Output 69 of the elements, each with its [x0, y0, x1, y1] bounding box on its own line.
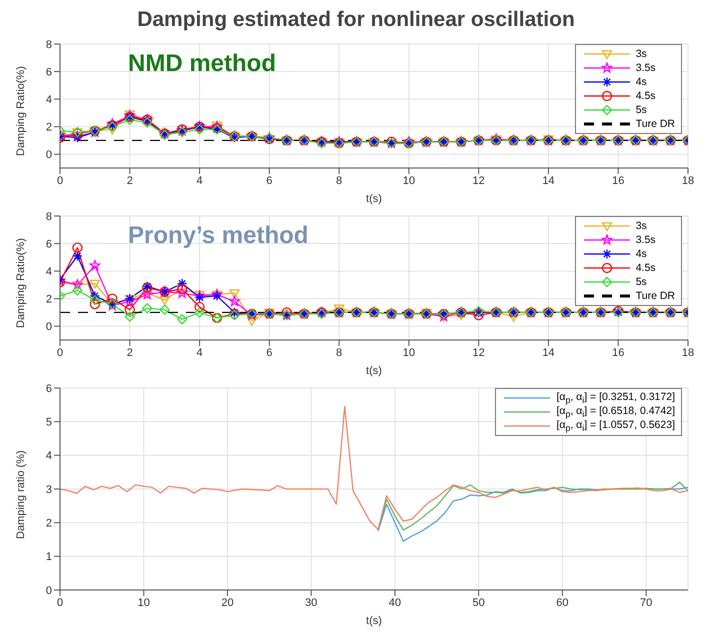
x-tick-label: 60 [556, 596, 569, 609]
x-tick-label: 14 [542, 346, 555, 359]
legend-label: 5s [636, 104, 647, 116]
x-tick-label: 18 [682, 346, 694, 359]
x-tick-label: 18 [682, 174, 694, 187]
y-tick-label: 3 [46, 484, 52, 496]
legend-label: 4.5s [636, 262, 656, 274]
legend-label: 5s [636, 276, 647, 288]
x-tick-label: 6 [266, 346, 272, 359]
x-tick-label: 40 [388, 596, 402, 609]
x-tick-label: 0 [56, 596, 64, 609]
y-tick-label: 2 [46, 294, 52, 306]
x-tick-label: 10 [402, 174, 416, 187]
x-tick-label: 4 [196, 174, 203, 187]
y-axis-title: Damping Ratio(%) [14, 66, 27, 156]
x-axis-title: t(s) [366, 615, 382, 627]
x-tick-label: 4 [196, 346, 203, 359]
legend-label: 4s [636, 76, 647, 88]
y-tick-label: 6 [46, 238, 52, 250]
y-axis-title: Damping Ratio(%) [14, 238, 27, 328]
y-tick-label: 0 [46, 584, 52, 597]
annotation: NMD method [128, 50, 276, 78]
legend-label: 4.5s [636, 90, 656, 102]
y-tick-label: 4 [46, 94, 52, 106]
x-tick-label: 12 [472, 174, 485, 187]
x-tick-label: 0 [56, 346, 64, 359]
y-tick-label: 8 [46, 210, 52, 223]
x-tick-label: 2 [126, 174, 133, 187]
y-axis-title: Damping ratio (%) [14, 450, 27, 539]
x-axis-title: t(s) [366, 193, 382, 205]
y-tick-label: 2 [46, 122, 52, 134]
annotation: Prony’s method [128, 222, 308, 250]
x-tick-label: 12 [472, 346, 485, 359]
x-tick-label: 16 [612, 346, 624, 359]
legend-label: 3s [636, 220, 647, 232]
y-tick-label: 0 [46, 321, 52, 334]
x-tick-label: 50 [472, 596, 485, 609]
legend-label: Ture DR [636, 290, 675, 302]
x-tick-label: 10 [402, 346, 416, 359]
x-tick-label: 70 [640, 596, 652, 609]
y-tick-label: 6 [46, 66, 52, 78]
x-axis-title: t(s) [366, 365, 382, 377]
legend-label: 3s [636, 48, 647, 60]
legend-label: [α$_{p}$, α$_{i}$] = [0.3251, 0.3172] [556, 390, 675, 406]
legend-label: 3.5s [636, 62, 656, 74]
x-tick-label: 20 [221, 596, 234, 609]
legend-label: [α$_{p}$, α$_{i}$] = [1.0557, 0.5623] [556, 418, 675, 434]
y-tick-label: 4 [46, 450, 52, 462]
y-tick-label: 8 [46, 38, 52, 51]
legend-label: 3.5s [636, 234, 656, 246]
y-tick-label: 0 [46, 149, 52, 162]
x-tick-label: 16 [612, 174, 624, 187]
y-tick-label: 1 [46, 551, 52, 564]
legend-label: 4s [636, 248, 647, 260]
y-tick-label: 4 [46, 266, 52, 278]
x-tick-label: 8 [336, 174, 342, 187]
y-tick-label: 6 [46, 382, 52, 395]
x-tick-label: 10 [138, 596, 150, 609]
x-tick-label: 30 [305, 596, 318, 609]
chart-title: Damping estimated for nonlinear oscillation [136, 8, 576, 33]
x-tick-label: 8 [336, 346, 342, 359]
x-tick-label: 6 [266, 174, 272, 187]
x-tick-label: 14 [542, 174, 555, 187]
y-tick-label: 5 [46, 416, 52, 429]
y-tick-label: 2 [46, 518, 52, 530]
legend-label: [α$_{p}$, α$_{i}$] = [0.6518, 0.4742] [556, 404, 675, 420]
legend-label: Ture DR [636, 118, 675, 130]
x-tick-label: 2 [126, 346, 133, 359]
x-tick-label: 0 [56, 174, 64, 187]
